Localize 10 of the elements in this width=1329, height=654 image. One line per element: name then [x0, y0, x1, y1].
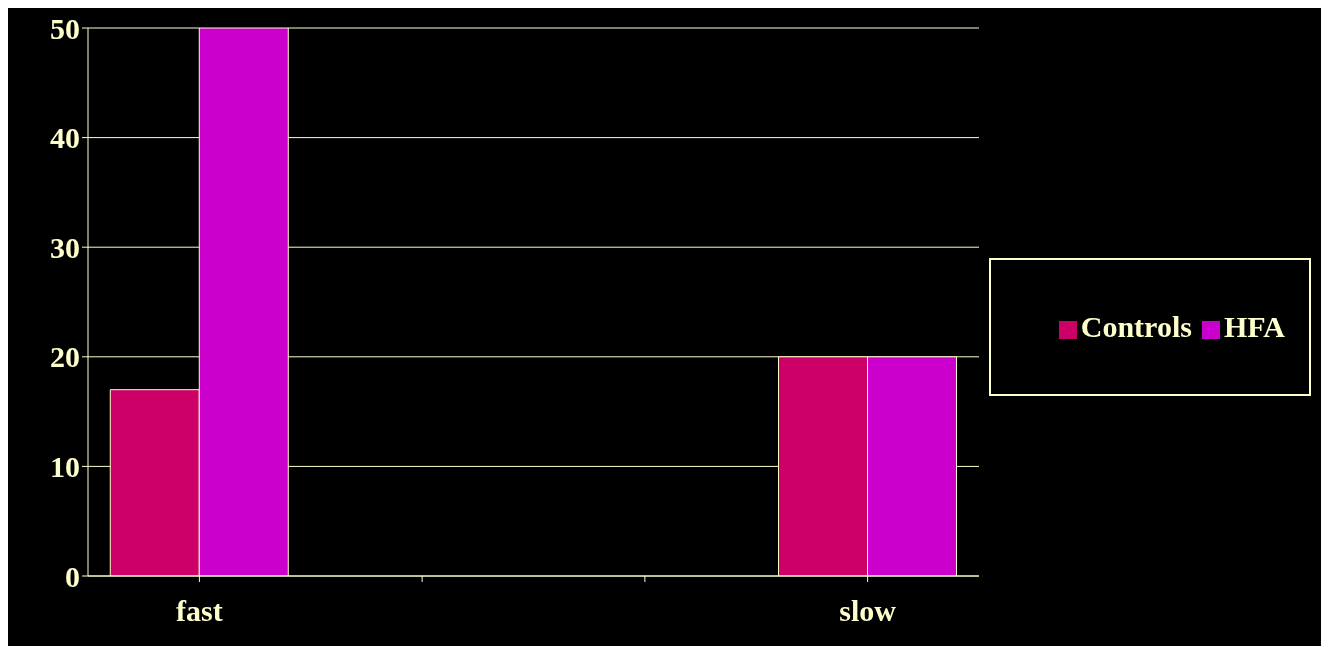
y-tick-label: 10	[50, 450, 80, 484]
y-tick-label: 0	[65, 559, 80, 593]
x-tick-label: fast	[176, 594, 223, 628]
legend-label: HFA	[1223, 310, 1285, 343]
legend-label: Controls	[1080, 310, 1192, 343]
y-tick-label: 20	[50, 340, 80, 374]
x-tick-label: slow	[839, 594, 897, 628]
y-tick-label: 30	[50, 230, 80, 264]
y-tick-label: 50	[50, 11, 80, 45]
y-tick-label: 40	[50, 121, 80, 155]
